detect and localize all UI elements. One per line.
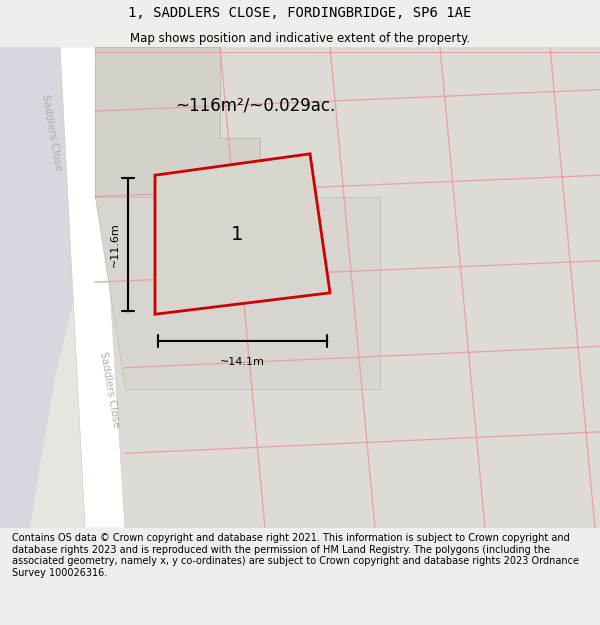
Text: ~11.6m: ~11.6m <box>110 222 120 267</box>
Text: Contains OS data © Crown copyright and database right 2021. This information is : Contains OS data © Crown copyright and d… <box>12 533 579 578</box>
Polygon shape <box>95 47 260 197</box>
Polygon shape <box>0 47 600 528</box>
Text: 1, SADDLERS CLOSE, FORDINGBRIDGE, SP6 1AE: 1, SADDLERS CLOSE, FORDINGBRIDGE, SP6 1A… <box>128 6 472 20</box>
Text: Saddlers Close: Saddlers Close <box>40 94 64 171</box>
Text: ~116m²/~0.029ac.: ~116m²/~0.029ac. <box>175 97 335 115</box>
Text: Saddlers Close: Saddlers Close <box>98 350 122 428</box>
Text: ~14.1m: ~14.1m <box>220 357 265 367</box>
Polygon shape <box>0 47 90 528</box>
Text: Map shows position and indicative extent of the property.: Map shows position and indicative extent… <box>130 32 470 45</box>
Polygon shape <box>95 47 600 528</box>
Polygon shape <box>60 47 125 528</box>
Text: 1: 1 <box>232 224 244 244</box>
Polygon shape <box>155 154 330 314</box>
Polygon shape <box>95 197 380 389</box>
